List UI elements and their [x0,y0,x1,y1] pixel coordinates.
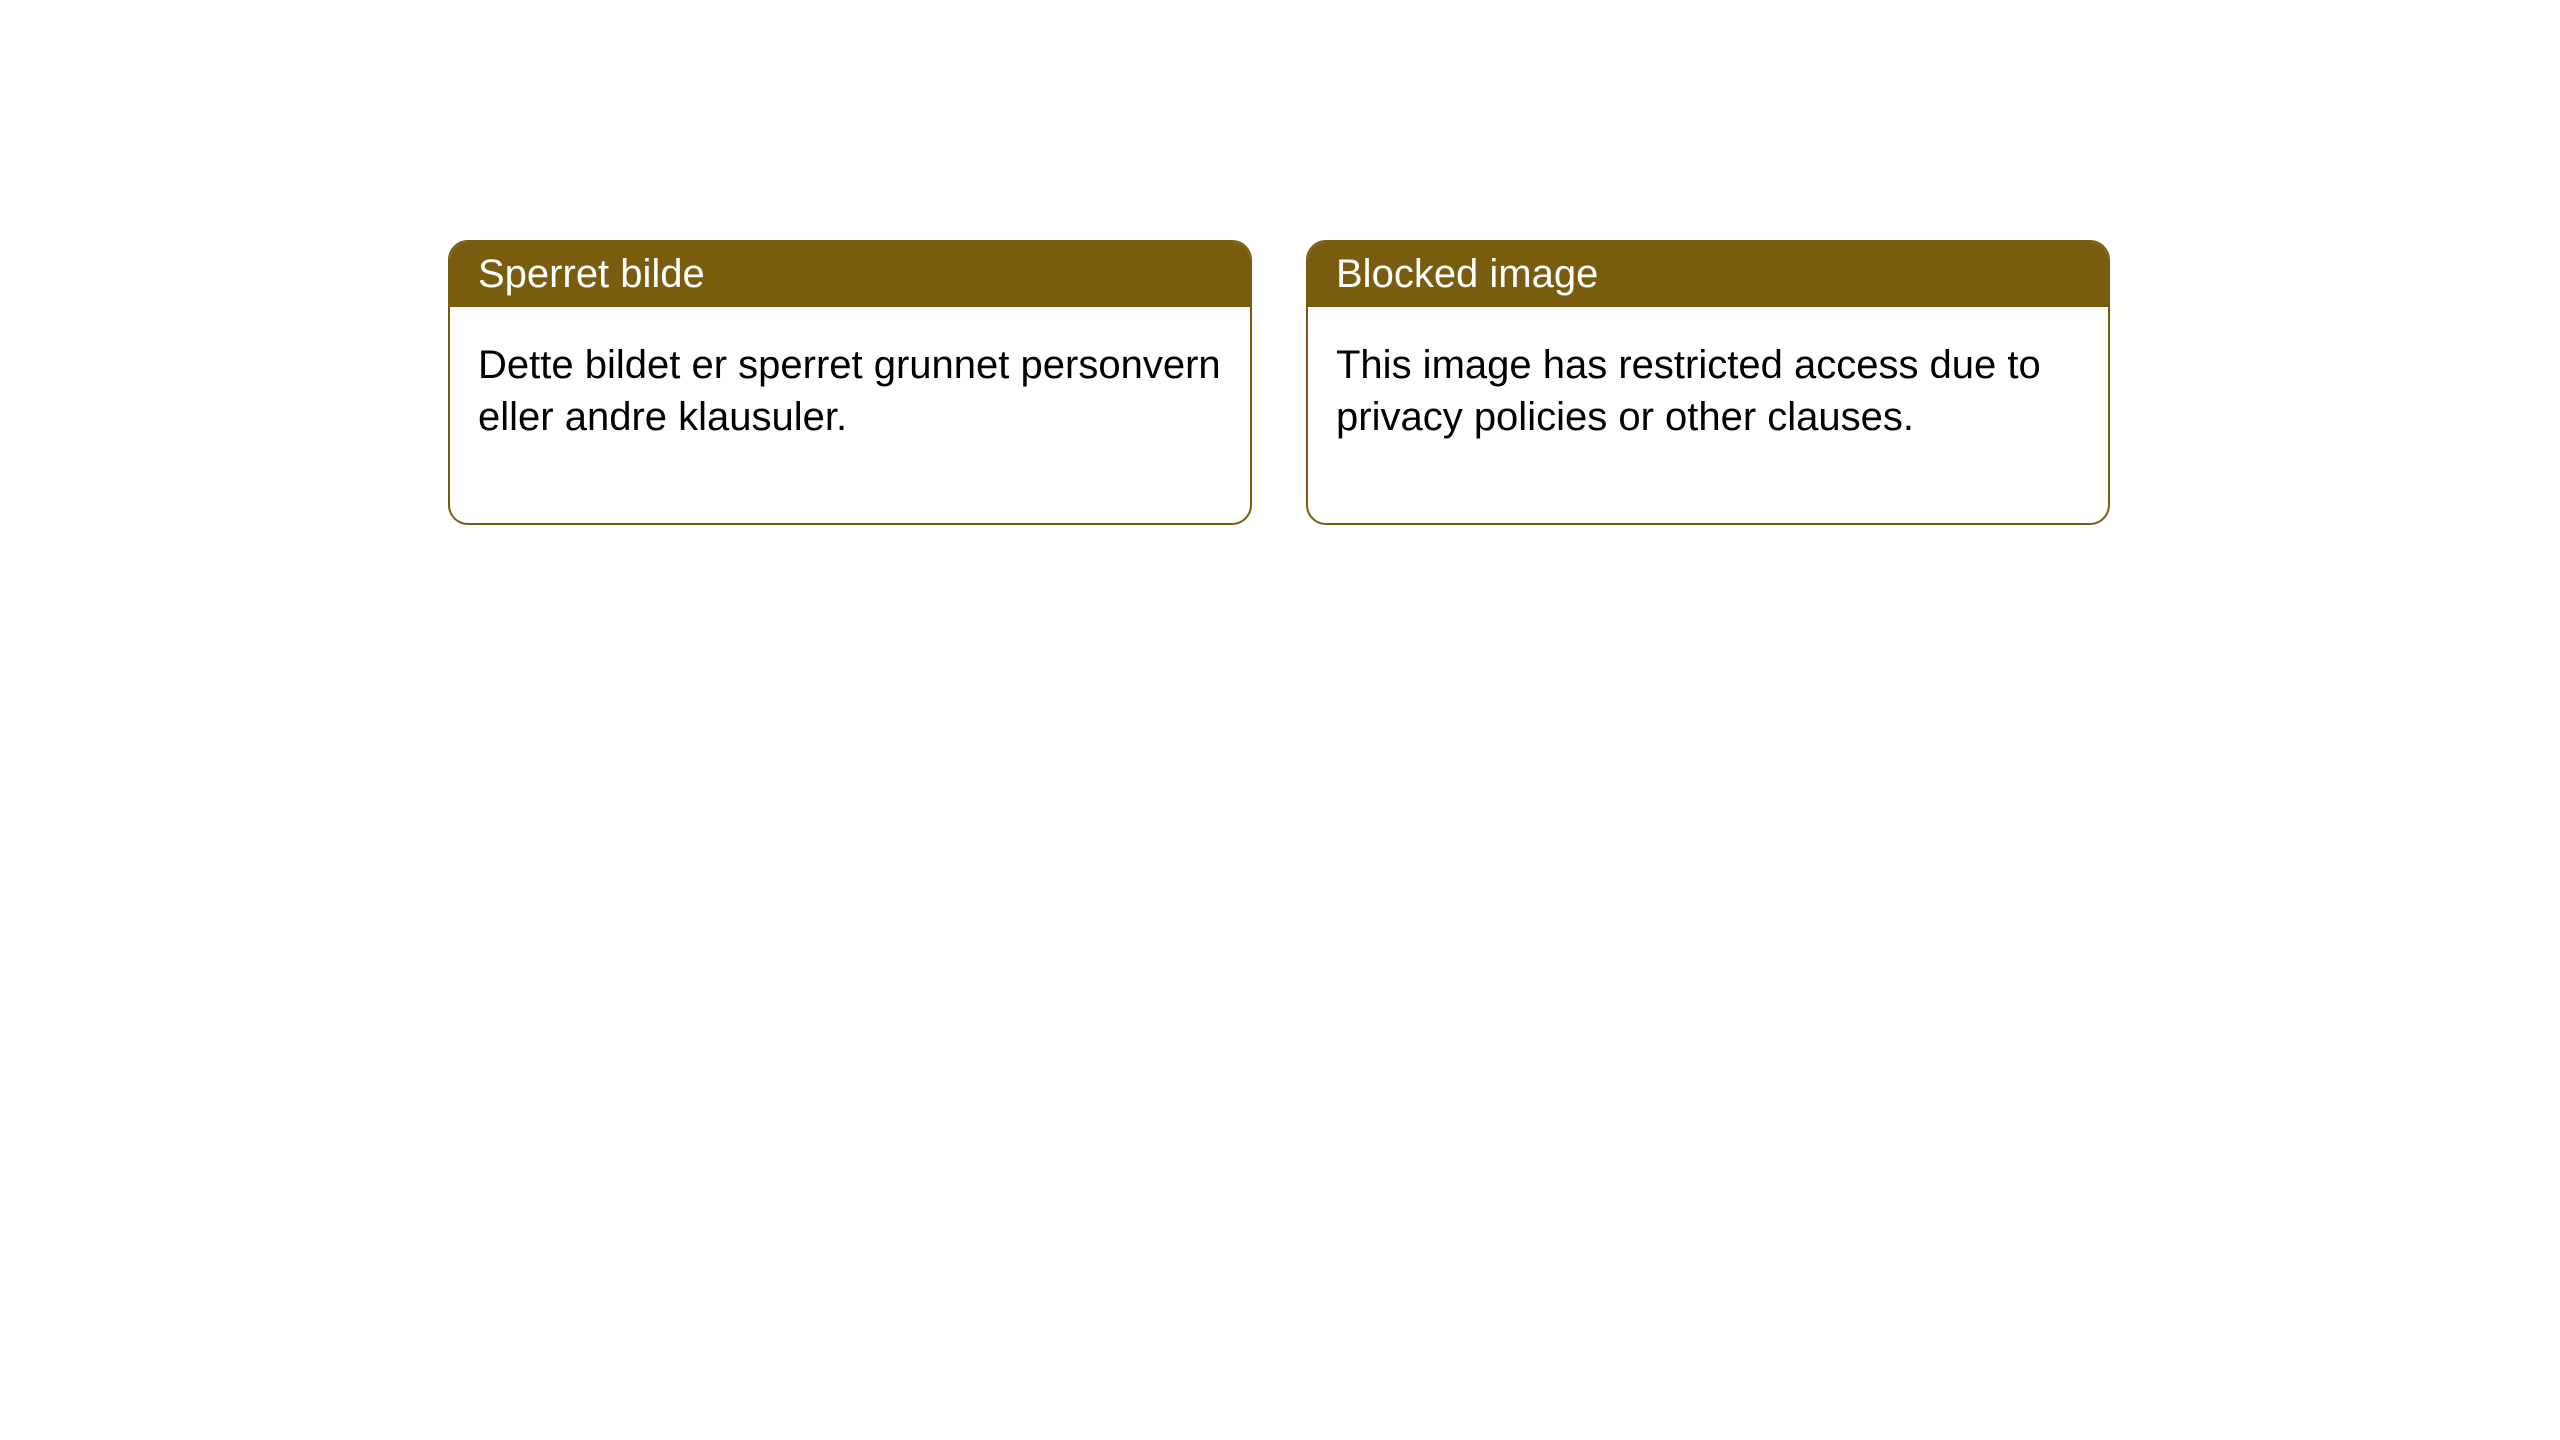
notice-card-norwegian: Sperret bilde Dette bildet er sperret gr… [448,240,1252,525]
notice-title: Blocked image [1336,252,1598,296]
notice-title: Sperret bilde [478,252,705,296]
notice-body-text: Dette bildet er sperret grunnet personve… [478,343,1221,439]
notice-body: This image has restricted access due to … [1308,307,2108,523]
notice-header: Sperret bilde [450,242,1250,307]
notice-container: Sperret bilde Dette bildet er sperret gr… [448,240,2110,525]
notice-card-english: Blocked image This image has restricted … [1306,240,2110,525]
notice-header: Blocked image [1308,242,2108,307]
notice-body: Dette bildet er sperret grunnet personve… [450,307,1250,523]
notice-body-text: This image has restricted access due to … [1336,343,2041,439]
